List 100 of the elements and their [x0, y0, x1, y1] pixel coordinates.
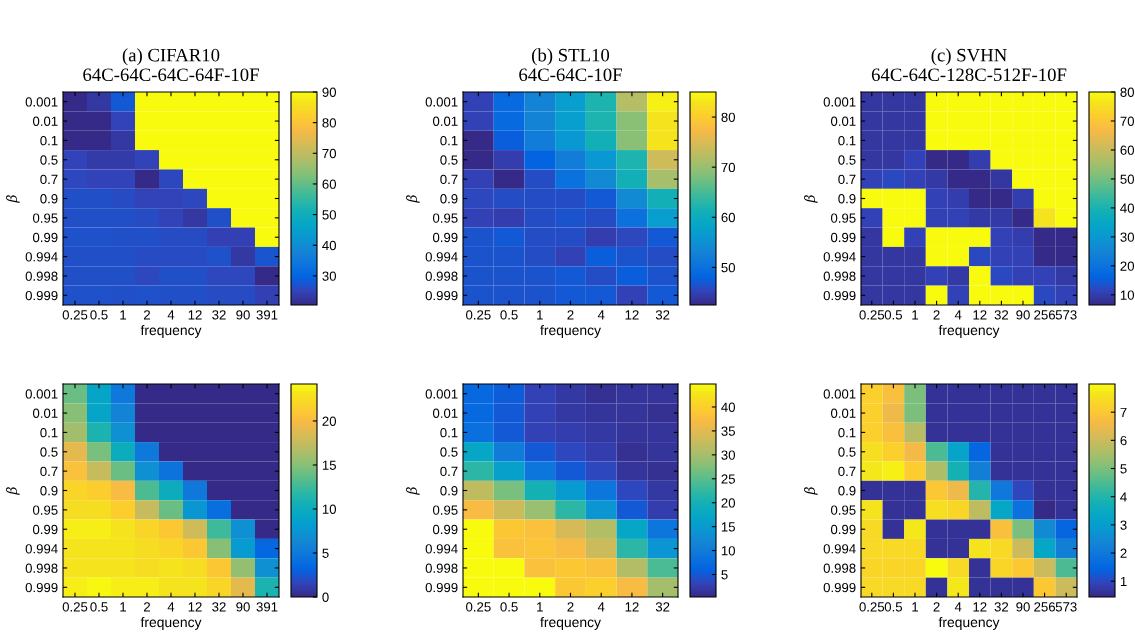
color-bar-label: 70	[721, 162, 736, 173]
y-tick-label: 0.994	[425, 252, 458, 262]
x-tick-label: 12	[973, 310, 987, 320]
y-tick-label: 0.999	[823, 290, 856, 301]
x-tick-label: 573	[1055, 310, 1077, 320]
y-tick-label: 0.7	[440, 466, 458, 477]
color-bar-label: 30	[322, 271, 337, 281]
y-tick-label: 0.1	[838, 135, 856, 146]
x-tick-label: 90	[1016, 310, 1030, 320]
y-tick-label: 0.95	[830, 505, 856, 515]
color-bar-label: 5	[721, 570, 728, 580]
y-tick-label: 0.95	[432, 213, 458, 223]
y-tick-label: 0.01	[432, 408, 458, 418]
x-tick-label: 12	[625, 602, 639, 612]
color-bar-label: 70	[322, 148, 337, 159]
y-tick-label: 0.5	[440, 155, 458, 165]
color-bar-label: 3	[1120, 520, 1127, 530]
y-tick-label: 0.9	[40, 194, 58, 204]
y-tick-label: 0.998	[425, 271, 458, 281]
color-bar-label: 40	[322, 240, 337, 251]
x-tick-label: 391	[256, 602, 278, 612]
color-bar-label: 40	[1120, 203, 1135, 213]
y-tick-label: 0.1	[838, 427, 856, 438]
chart-subtitle: 64C-64C-10F	[519, 68, 622, 82]
x-axis-title: frequency	[140, 324, 202, 338]
color-bar-label: 15	[721, 522, 735, 532]
color-bar-label: 80	[721, 112, 736, 122]
y-tick-label: 0.95	[32, 213, 58, 223]
y-tick-label: 0.5	[838, 155, 856, 165]
color-bar-label: 60	[1120, 145, 1135, 155]
y-tick-label: 0.99	[32, 524, 58, 535]
x-tick-label: 4	[954, 310, 962, 320]
color-bar-label: 0	[322, 592, 329, 602]
y-tick-label: 0.99	[830, 232, 856, 243]
y-tick-label: 0.1	[40, 135, 58, 146]
color-bar-label: 15	[322, 460, 336, 470]
y-tick-label: 0.001	[25, 97, 58, 107]
color-bar-label: 4	[1120, 492, 1127, 502]
x-axis-title: frequency	[540, 324, 601, 338]
x-tick-label: 4	[954, 602, 962, 612]
color-bar-label: 50	[322, 210, 337, 220]
x-tick-label: 1	[120, 602, 127, 612]
y-tick-label: 0.1	[440, 427, 458, 438]
y-tick-label: 0.01	[432, 116, 458, 126]
x-axis-title: frequency	[140, 616, 202, 630]
y-axis-title: β	[6, 195, 20, 203]
color-bar-label: 80	[322, 118, 337, 128]
x-tick-label: 1	[912, 310, 919, 320]
y-tick-label: 0.994	[25, 544, 58, 554]
y-tick-label: 0.9	[838, 486, 856, 496]
x-tick-label: 0.25	[859, 602, 885, 612]
color-bar-label: 60	[721, 212, 736, 223]
y-tick-label: 0.001	[823, 389, 856, 399]
x-tick-label: 32	[655, 602, 670, 612]
x-tick-label: 12	[625, 310, 639, 320]
y-tick-label: 0.5	[838, 447, 856, 457]
x-tick-label: 0.5	[90, 602, 108, 612]
color-bar-label: 25	[721, 474, 735, 484]
x-tick-label: 2	[567, 602, 574, 612]
y-tick-label: 0.998	[25, 271, 58, 281]
color-bar-label: 70	[1120, 116, 1135, 126]
y-tick-label: 0.994	[425, 544, 458, 554]
y-tick-label: 0.99	[432, 232, 458, 243]
y-tick-label: 0.99	[830, 524, 856, 535]
y-tick-label: 0.5	[440, 447, 458, 457]
y-tick-label: 0.9	[838, 194, 856, 204]
y-tick-label: 0.95	[32, 505, 58, 515]
y-tick-label: 0.9	[440, 486, 458, 496]
y-tick-label: 0.001	[823, 97, 856, 107]
color-bar-label: 5	[1120, 464, 1127, 474]
y-tick-label: 0.998	[823, 271, 856, 281]
color-bar-label: 10	[1120, 290, 1135, 300]
y-tick-label: 0.01	[830, 116, 856, 126]
y-tick-label: 0.5	[40, 155, 58, 165]
y-tick-label: 0.999	[25, 290, 58, 301]
x-tick-label: 0.5	[500, 602, 518, 612]
x-axis-title: frequency	[938, 616, 1000, 630]
x-tick-label: 2	[567, 310, 574, 320]
x-tick-label: 0.5	[884, 310, 903, 320]
x-tick-label: 12	[188, 310, 202, 320]
x-tick-label: 90	[236, 602, 250, 612]
y-tick-label: 0.99	[32, 232, 58, 243]
x-tick-label: 256	[1034, 602, 1056, 612]
x-tick-label: 0.25	[466, 310, 491, 320]
y-axis-title: β	[406, 487, 420, 495]
y-tick-label: 0.001	[425, 97, 458, 107]
x-tick-label: 32	[212, 310, 226, 320]
x-tick-label: 12	[188, 602, 202, 612]
x-tick-label: 32	[655, 310, 670, 320]
x-tick-label: 12	[973, 602, 987, 612]
x-tick-label: 90	[236, 310, 250, 320]
y-tick-label: 0.9	[440, 194, 458, 204]
y-tick-label: 0.999	[425, 290, 458, 301]
x-tick-label: 4	[167, 602, 175, 612]
y-tick-label: 0.5	[40, 447, 58, 457]
x-tick-label: 32	[994, 310, 1009, 320]
y-tick-label: 0.1	[440, 135, 458, 146]
x-tick-label: 2	[144, 602, 151, 612]
y-tick-label: 0.99	[432, 524, 458, 535]
color-bar-label: 20	[322, 416, 337, 426]
